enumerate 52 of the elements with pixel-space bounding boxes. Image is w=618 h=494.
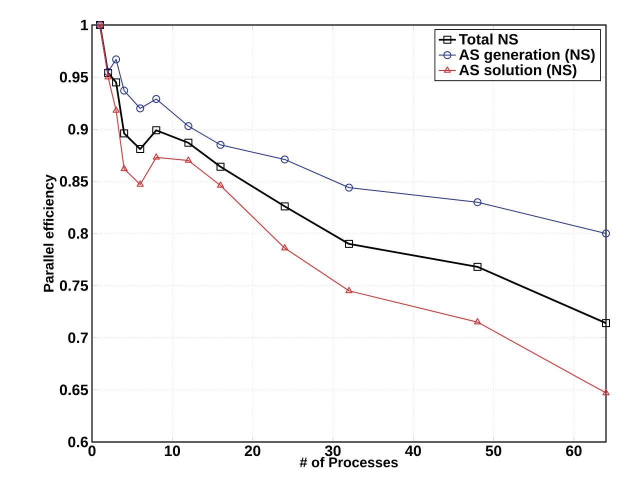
point bbox=[216, 162, 225, 171]
point bbox=[184, 138, 192, 147]
legend-label: AS solution (NS) bbox=[459, 64, 576, 78]
point bbox=[280, 155, 289, 164]
point bbox=[602, 319, 610, 328]
x-tick-label: 40 bbox=[405, 446, 421, 456]
point bbox=[345, 184, 353, 192]
point bbox=[136, 104, 144, 112]
point bbox=[120, 129, 128, 138]
point bbox=[602, 388, 610, 396]
y-tick-label: 1 bbox=[81, 20, 88, 30]
y-tick-label: 0.7 bbox=[68, 332, 88, 344]
legend-label: Total NS bbox=[458, 34, 518, 45]
y-axis-title: Parallel efficiency bbox=[43, 174, 56, 292]
point bbox=[184, 156, 192, 163]
point bbox=[152, 95, 160, 104]
point bbox=[152, 153, 160, 160]
x-tick-label: 60 bbox=[566, 446, 582, 456]
point bbox=[120, 86, 128, 95]
point bbox=[112, 78, 120, 86]
x-tick-label: 10 bbox=[164, 446, 180, 456]
point bbox=[281, 244, 288, 250]
legend-label: AS generation (NS) bbox=[459, 48, 595, 63]
point bbox=[216, 182, 224, 188]
x-tick-label: 30 bbox=[324, 446, 341, 456]
point bbox=[474, 318, 482, 324]
y-tick-label: 0.6 bbox=[68, 436, 88, 448]
point bbox=[345, 240, 353, 248]
y-tick-label: 0.85 bbox=[60, 176, 88, 187]
y-tick-label: 0.8 bbox=[68, 228, 88, 239]
x-tick-label: 50 bbox=[486, 446, 502, 456]
point bbox=[474, 262, 482, 271]
point bbox=[184, 122, 192, 130]
point bbox=[602, 229, 610, 238]
y-tick-label: 0.75 bbox=[60, 280, 88, 291]
x-tick-label: 0 bbox=[88, 446, 96, 456]
x-axis-title: # of Processes bbox=[300, 457, 398, 468]
point bbox=[280, 202, 289, 210]
point bbox=[345, 286, 353, 294]
y-tick-label: 0.9 bbox=[68, 124, 88, 135]
point bbox=[136, 145, 144, 154]
point bbox=[112, 106, 120, 113]
point bbox=[104, 73, 112, 80]
point bbox=[112, 55, 120, 64]
y-tick-label: 0.65 bbox=[60, 384, 88, 396]
point bbox=[474, 198, 482, 206]
point bbox=[120, 164, 128, 172]
point bbox=[216, 140, 225, 149]
point bbox=[152, 126, 160, 134]
y-tick-label: 0.95 bbox=[60, 72, 88, 82]
point bbox=[136, 180, 144, 187]
x-tick-label: 20 bbox=[244, 446, 260, 456]
